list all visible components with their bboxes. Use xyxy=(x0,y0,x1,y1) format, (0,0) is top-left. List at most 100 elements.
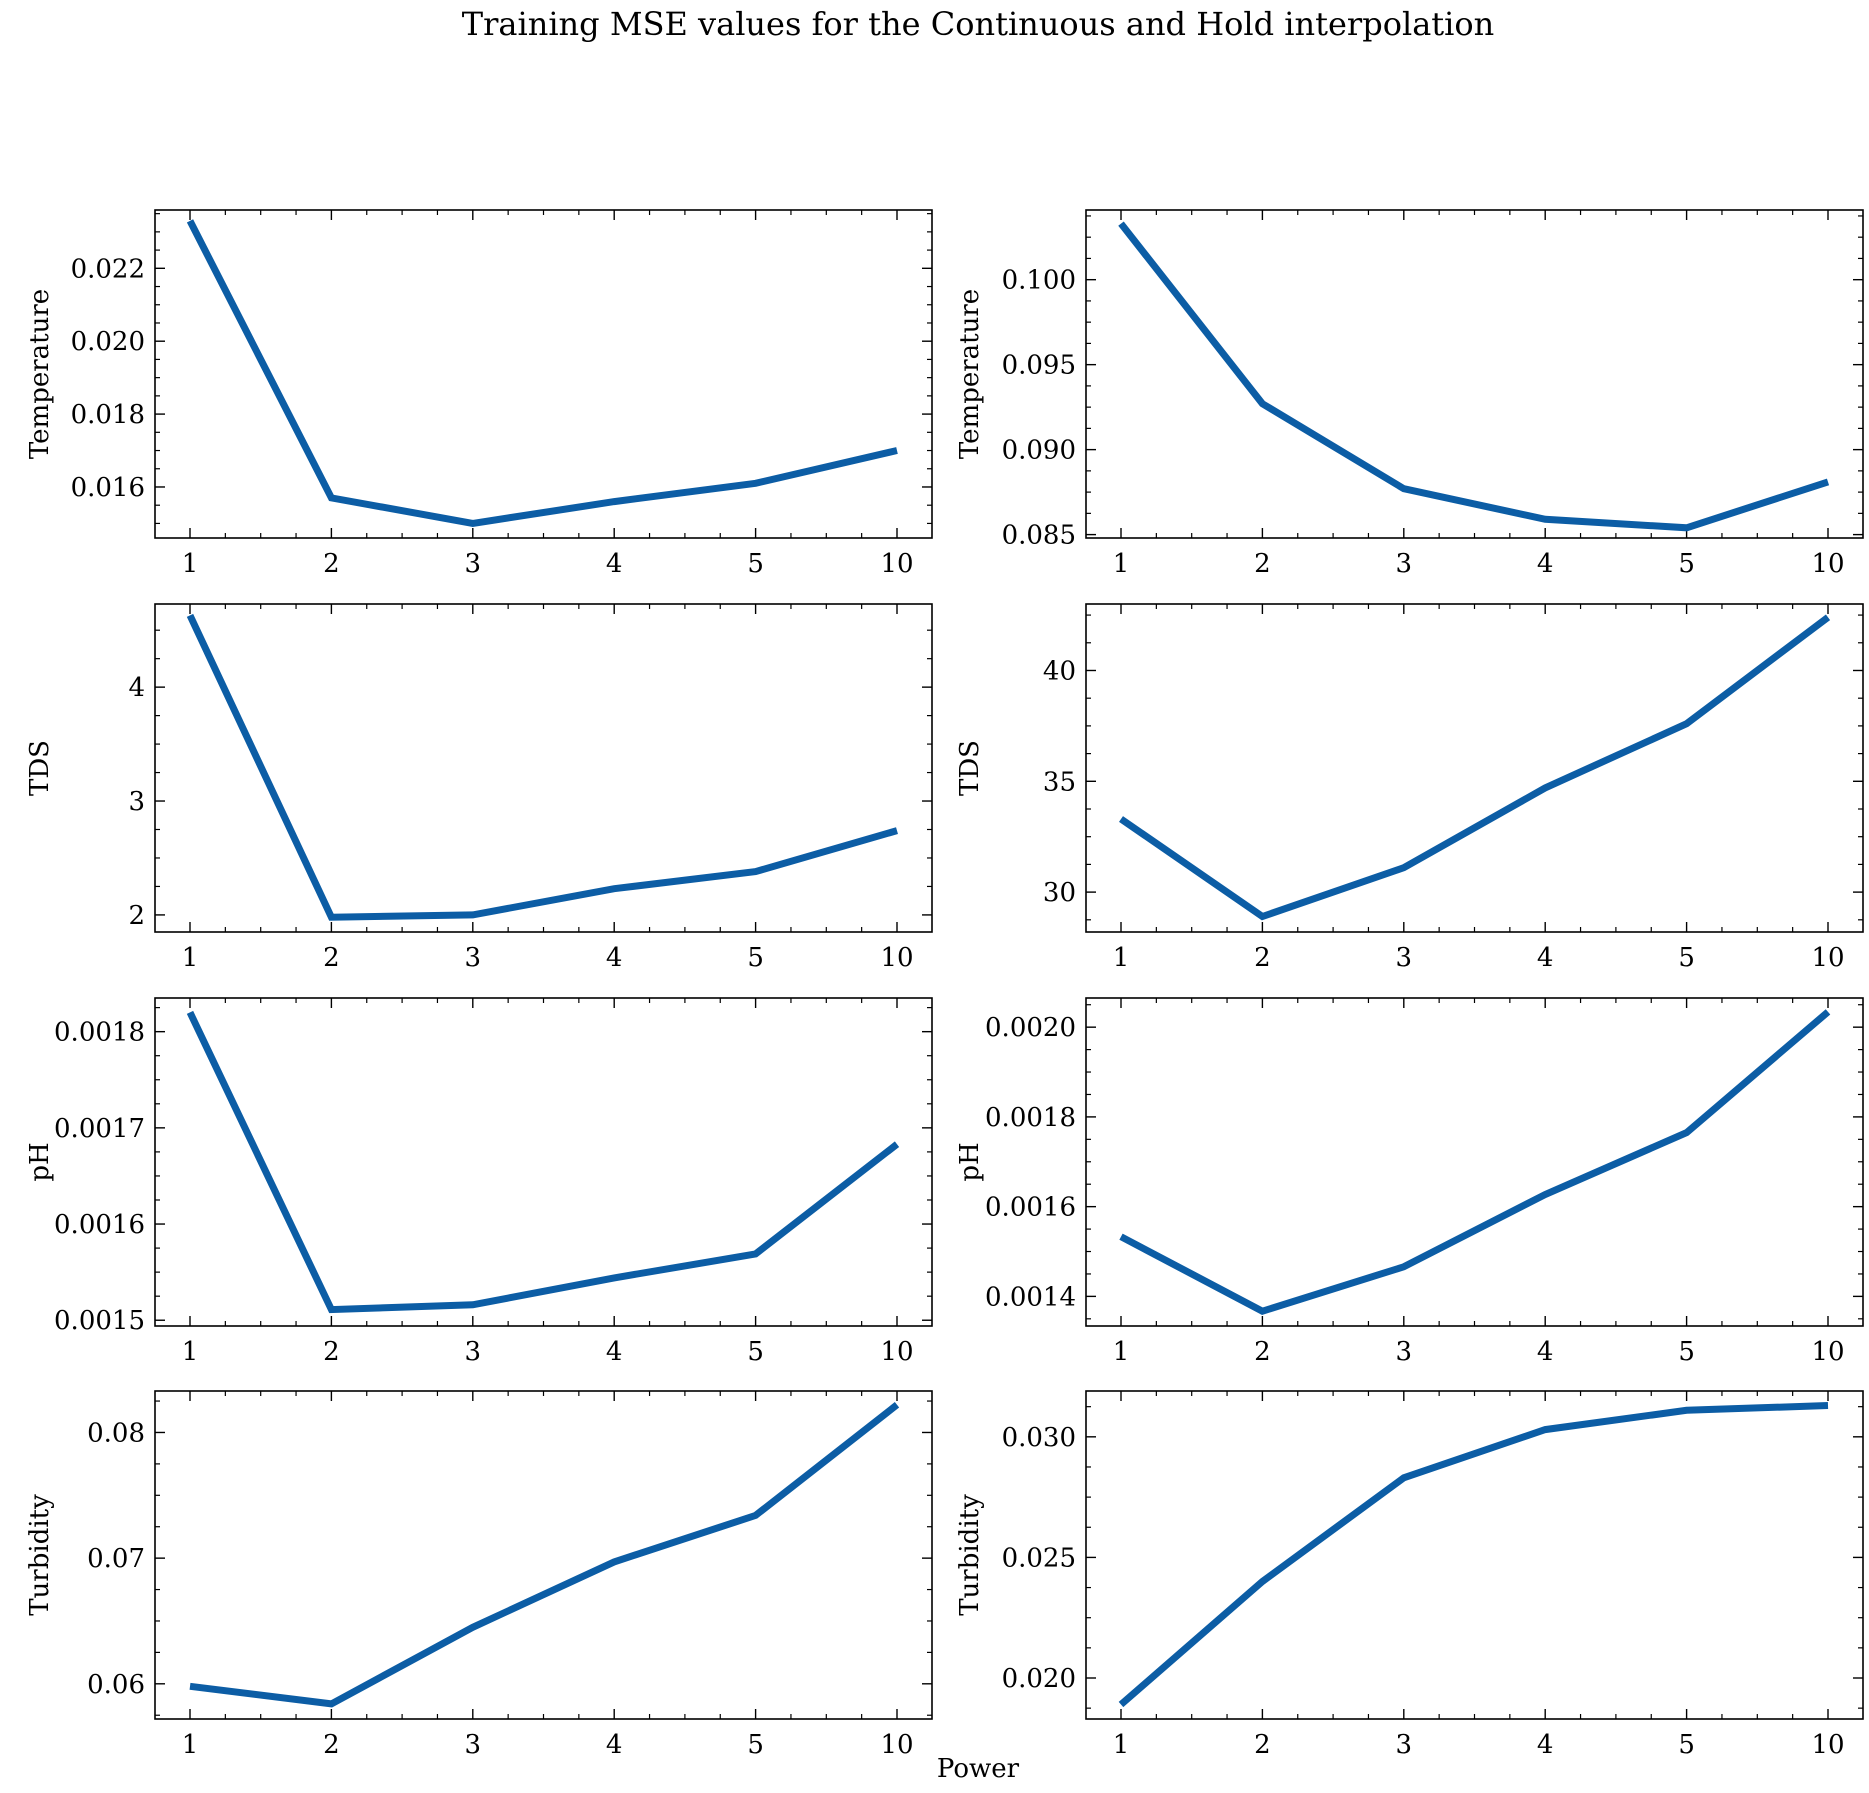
x-tick-label: 3 xyxy=(1396,943,1413,973)
x-tick-label: 5 xyxy=(747,1730,764,1760)
x-tick-label: 5 xyxy=(747,549,764,579)
y-tick-label: 0.0016 xyxy=(985,1193,1076,1223)
x-tick-label: 5 xyxy=(1678,943,1695,973)
x-tick-label: 4 xyxy=(1537,1337,1554,1367)
x-tick-label: 4 xyxy=(1537,943,1554,973)
x-tick-label: 4 xyxy=(606,1730,623,1760)
data-series-line xyxy=(189,1402,900,1708)
y-tick-label: 0.020 xyxy=(1002,1664,1076,1694)
x-tick-label: 2 xyxy=(1254,1337,1271,1367)
y-tick-label: 0.08 xyxy=(87,1418,145,1448)
x-tick-label: 10 xyxy=(880,1730,913,1760)
y-tick-label: 0.090 xyxy=(1002,436,1076,466)
data-series-line xyxy=(186,1010,900,1314)
y-tick-label: 0.0016 xyxy=(54,1210,145,1240)
x-tick-label: 3 xyxy=(1396,1730,1413,1760)
x-tick-label: 1 xyxy=(1113,943,1130,973)
x-tick-label: 10 xyxy=(1811,549,1844,579)
y-axis-label: pH xyxy=(955,1142,985,1181)
y-axis-label: Temperature xyxy=(25,289,55,459)
data-series-line xyxy=(186,613,898,921)
x-tick-label: 10 xyxy=(1811,1730,1844,1760)
y-tick-label: 0.0020 xyxy=(985,1013,1076,1043)
x-tick-label: 4 xyxy=(606,1337,623,1367)
x-tick-label: 1 xyxy=(182,1337,199,1367)
x-tick-label: 1 xyxy=(182,1730,199,1760)
data-series-line xyxy=(1118,221,1830,532)
subplot-r2c0: 1 2 3 4 5 10 0.0015 0.0016 0.0017 0.0018 pH xyxy=(25,997,933,1367)
x-tick-label: 2 xyxy=(1254,549,1271,579)
y-tick-label: 35 xyxy=(1043,767,1076,797)
subplot-r0c0: 1 2 3 4 5 10 0.016 0.018 0.020 0.022 Temperature xyxy=(25,209,933,579)
y-tick-label: 0.100 xyxy=(1002,266,1076,296)
x-tick-label: 3 xyxy=(465,1337,482,1367)
x-tick-label: 4 xyxy=(606,943,623,973)
data-series-line xyxy=(1119,1009,1831,1315)
data-series-line xyxy=(1118,1402,1829,1708)
y-axis-label: Turbidity xyxy=(25,1494,55,1616)
x-tick-label: 3 xyxy=(465,943,482,973)
y-tick-label: 30 xyxy=(1043,878,1076,908)
y-axis-label: TDS xyxy=(25,740,55,796)
x-tick-label: 5 xyxy=(747,1337,764,1367)
x-tick-label: 2 xyxy=(1254,1730,1271,1760)
x-tick-label: 1 xyxy=(1113,1730,1130,1760)
y-tick-label: 0.085 xyxy=(1002,521,1076,551)
y-tick-label: 0.022 xyxy=(71,254,145,284)
y-axis-label: Turbidity xyxy=(955,1494,985,1616)
y-tick-label: 40 xyxy=(1043,656,1076,686)
y-tick-label: 0.07 xyxy=(87,1544,145,1574)
x-tick-label: 1 xyxy=(1113,549,1130,579)
x-tick-label: 5 xyxy=(747,943,764,973)
subplot-r0c1: 1 2 3 4 5 10 0.085 0.090 0.095 0.100 Temperature xyxy=(955,209,1864,579)
y-tick-label: 0.06 xyxy=(87,1670,145,1700)
x-tick-label: 3 xyxy=(465,549,482,579)
y-tick-label: 0.025 xyxy=(1002,1543,1076,1573)
y-tick-label: 0.016 xyxy=(71,473,145,503)
x-tick-label: 3 xyxy=(1396,549,1413,579)
subplot-r2c1: 1 2 3 4 5 10 0.0014 0.0016 0.0018 0.0020 pH xyxy=(955,997,1864,1367)
y-tick-label: 0.0015 xyxy=(54,1306,145,1336)
y-tick-label: 2 xyxy=(128,901,145,931)
x-tick-label: 10 xyxy=(880,1337,913,1367)
x-tick-label: 2 xyxy=(323,1730,340,1760)
y-tick-label: 4 xyxy=(128,673,145,703)
x-tick-label: 2 xyxy=(323,1337,340,1367)
y-axis-label: TDS xyxy=(955,740,985,796)
x-tick-label: 10 xyxy=(880,549,913,579)
data-series-line xyxy=(186,219,898,527)
y-tick-label: 0.0017 xyxy=(54,1114,145,1144)
shared-x-axis-label: Power xyxy=(937,1754,1020,1784)
x-tick-label: 5 xyxy=(1678,549,1695,579)
x-tick-label: 2 xyxy=(1254,943,1271,973)
figure-title: Training MSE values for the Continuous a… xyxy=(462,5,1494,43)
subplot-r1c0: 1 2 3 4 5 10 2 3 4 TDS xyxy=(25,603,933,973)
subplot-r3c0: 1 2 3 4 5 10 0.06 0.07 0.08 Turbidity xyxy=(25,1390,933,1760)
y-tick-label: 0.0018 xyxy=(54,1018,145,1048)
subplot-r1c1: 1 2 3 4 5 10 30 35 40 TDS xyxy=(955,603,1864,973)
x-tick-label: 1 xyxy=(182,549,199,579)
x-tick-label: 5 xyxy=(1678,1730,1695,1760)
x-tick-label: 1 xyxy=(182,943,199,973)
y-tick-label: 0.0018 xyxy=(985,1103,1076,1133)
y-tick-label: 0.0014 xyxy=(985,1282,1076,1312)
x-tick-label: 5 xyxy=(1678,1337,1695,1367)
x-tick-label: 3 xyxy=(465,1730,482,1760)
y-tick-label: 0.095 xyxy=(1002,351,1076,381)
y-tick-label: 0.018 xyxy=(71,400,145,430)
x-tick-label: 4 xyxy=(606,549,623,579)
x-tick-label: 2 xyxy=(323,943,340,973)
subplot-r3c1: 1 2 3 4 5 10 0.020 0.025 0.030 Turbidity xyxy=(955,1390,1864,1760)
x-tick-label: 4 xyxy=(1537,1730,1554,1760)
y-axis-label: pH xyxy=(25,1142,55,1181)
data-series-line xyxy=(1119,614,1831,921)
y-axis-label: Temperature xyxy=(955,289,985,459)
x-tick-label: 10 xyxy=(880,943,913,973)
x-tick-label: 3 xyxy=(1396,1337,1413,1367)
x-tick-label: 2 xyxy=(323,549,340,579)
y-tick-label: 0.030 xyxy=(1002,1423,1076,1453)
y-tick-label: 0.020 xyxy=(71,327,145,357)
subplots-grid: 1 2 3 4 5 10 0.016 0.018 0.020 0.022 Temperature 1 2… xyxy=(25,209,1864,1760)
